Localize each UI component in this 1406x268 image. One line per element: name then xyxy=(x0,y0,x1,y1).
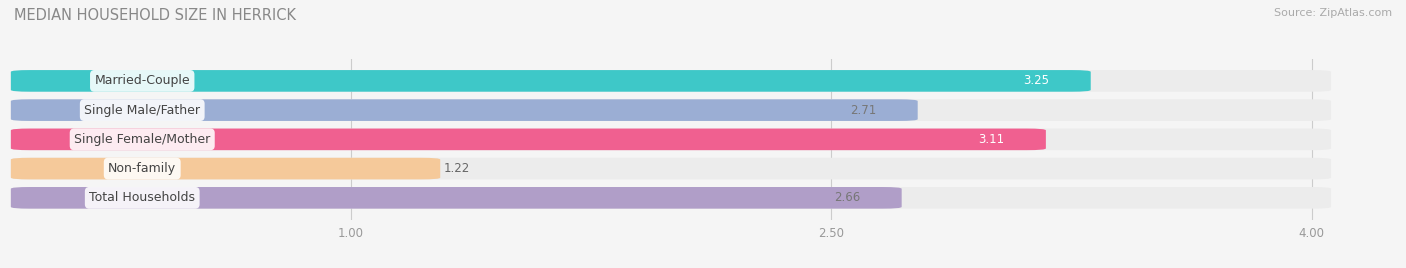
FancyBboxPatch shape xyxy=(11,70,1331,92)
Text: 3.11: 3.11 xyxy=(979,133,1004,146)
Text: 1.22: 1.22 xyxy=(443,162,470,175)
FancyBboxPatch shape xyxy=(11,99,918,121)
Text: Single Male/Father: Single Male/Father xyxy=(84,104,200,117)
FancyBboxPatch shape xyxy=(11,70,1091,92)
FancyBboxPatch shape xyxy=(11,158,1331,179)
FancyBboxPatch shape xyxy=(11,99,1331,121)
Text: MEDIAN HOUSEHOLD SIZE IN HERRICK: MEDIAN HOUSEHOLD SIZE IN HERRICK xyxy=(14,8,297,23)
Text: 2.71: 2.71 xyxy=(849,104,876,117)
FancyBboxPatch shape xyxy=(11,187,901,209)
Text: 2.66: 2.66 xyxy=(834,191,860,204)
Text: Source: ZipAtlas.com: Source: ZipAtlas.com xyxy=(1274,8,1392,18)
FancyBboxPatch shape xyxy=(11,187,1331,209)
Text: Married-Couple: Married-Couple xyxy=(94,75,190,87)
Text: Single Female/Mother: Single Female/Mother xyxy=(75,133,211,146)
FancyBboxPatch shape xyxy=(11,158,440,179)
Text: 3.25: 3.25 xyxy=(1024,75,1049,87)
Text: Non-family: Non-family xyxy=(108,162,176,175)
Text: Total Households: Total Households xyxy=(89,191,195,204)
FancyBboxPatch shape xyxy=(11,129,1046,150)
FancyBboxPatch shape xyxy=(11,129,1331,150)
